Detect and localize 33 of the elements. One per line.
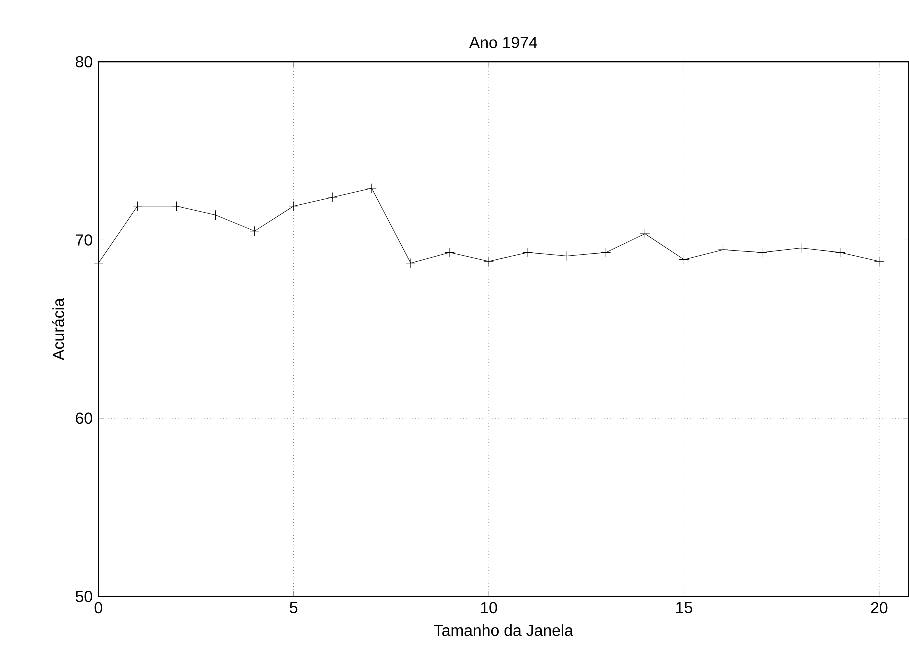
- point: [874, 256, 884, 267]
- point: [132, 201, 143, 212]
- point: [406, 258, 416, 268]
- y-tick-label: 80: [76, 56, 92, 68]
- point: [366, 184, 377, 194]
- point: [562, 251, 572, 262]
- y-tick-label: 60: [76, 412, 92, 424]
- x-tick-label: 20: [871, 602, 888, 614]
- x-tick-label: 5: [290, 602, 298, 614]
- chart-title: Ano 1974: [469, 37, 538, 48]
- x-axis-title: Tamanho da Janela: [434, 624, 574, 636]
- point: [210, 210, 221, 220]
- point: [484, 256, 494, 267]
- point: [835, 248, 846, 258]
- point: [601, 248, 612, 258]
- y-axis-title: Acurácia: [52, 298, 64, 360]
- y-tick-label: 70: [76, 234, 92, 246]
- point: [288, 201, 299, 212]
- point: [718, 245, 728, 255]
- point: [250, 226, 260, 236]
- point: [757, 248, 768, 258]
- point: [679, 254, 690, 265]
- point: [94, 258, 104, 268]
- x-tick-label: 0: [94, 602, 103, 614]
- point: [523, 248, 534, 258]
- point: [640, 229, 650, 239]
- point: [796, 243, 806, 254]
- point: [172, 201, 182, 212]
- point: [445, 248, 455, 258]
- point: [328, 192, 338, 202]
- x-tick-label: 15: [676, 602, 692, 614]
- y-tick-label: 50: [76, 591, 92, 602]
- x-tick-label: 10: [481, 602, 498, 614]
